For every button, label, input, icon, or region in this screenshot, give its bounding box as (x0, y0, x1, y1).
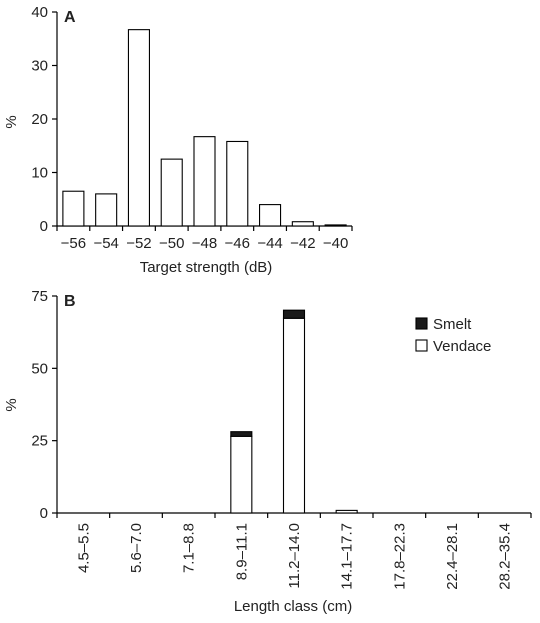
panel-a-x-tick-label: −56 (61, 235, 86, 252)
panel-b-y-tick-label: 0 (40, 505, 48, 522)
panel-a-x-tick-label: −50 (159, 235, 184, 252)
panel-b-x-tick-label: 11.2–14.0 (286, 523, 303, 589)
panel-b-bars (230, 309, 358, 514)
panel-a-x-ticks: −56 −54 −52 −50 −48 −46 −44 −42 −40 (56, 226, 353, 252)
panel-a-x-tick-label: −42 (290, 235, 315, 252)
panel-a-bar (259, 204, 282, 227)
panel-b-letter: B (64, 293, 76, 310)
panel-a-y-tick-label: 40 (31, 4, 48, 21)
panel-b-x-title: Length class (cm) (234, 598, 352, 615)
panel-b-y-tick-label: 75 (31, 288, 48, 305)
panel-a-x-tick-label: −48 (192, 235, 217, 252)
panel-a-bar (324, 224, 347, 227)
panel-b-x-tick-label: 17.8–22.3 (391, 523, 408, 590)
panel-a-x-title: Target strength (dB) (140, 259, 273, 276)
panel-a-x-tick-label: −44 (257, 235, 282, 252)
panel-b-legend: Smelt Vendace (415, 316, 491, 355)
panel-b-bar-vendace (335, 509, 358, 514)
panel-b-x-tick-label: 5.6–7.0 (128, 523, 145, 573)
legend-swatch-smelt (415, 317, 428, 330)
panel-b-x-tick-label: 14.1–17.7 (339, 523, 356, 590)
panel-b-y-tick-label: 50 (31, 360, 48, 377)
panel-a-bar (291, 221, 314, 227)
panel-a-bar (160, 158, 183, 227)
panel-a-bar (95, 193, 118, 227)
panel-a-x-tick-label: −46 (225, 235, 250, 252)
legend-label-smelt: Smelt (433, 316, 472, 333)
panel-a-y-tick-label: 0 (40, 218, 48, 235)
panel-b-bar-smelt (230, 431, 253, 437)
panel-a-letter: A (64, 9, 76, 26)
panel-b-x-tick-label: 28.2–35.4 (497, 523, 514, 590)
panel-a-bars (62, 29, 347, 227)
panel-a-bar (127, 29, 150, 227)
panel-a-bar (62, 190, 85, 227)
panel-a-x-tick-label: −52 (126, 235, 151, 252)
panel-a-y-title: % (3, 115, 20, 128)
panel-a-x-tick-label: −40 (323, 235, 348, 252)
panel-b-x-tick-label: 22.4–28.1 (444, 523, 461, 590)
panel-a-bar (193, 136, 216, 227)
panel-b-y-tick-label: 25 (31, 433, 48, 450)
panel-a-bar (226, 140, 249, 227)
panel-b-x-ticks: 4.5–5.5 5.6–7.0 7.1–8.8 8.9–11.1 11.2–14.0 14… (56, 513, 532, 590)
panel-a-y-ticks: 0 10 20 30 40 (31, 4, 57, 235)
panel-a-y-tick-label: 20 (31, 111, 48, 128)
panel-a-x-tick-label: −54 (93, 235, 118, 252)
panel-b-x-tick-label: 7.1–8.8 (181, 523, 198, 573)
panel-b-chart: B % Length class (cm) 0 25 50 75 4.5–5.5 5.6… (3, 288, 532, 615)
panel-a-y-tick-label: 30 (31, 58, 48, 75)
panel-b-bar-vendace (282, 317, 306, 514)
panel-b-bar-smelt (282, 309, 306, 319)
panel-a-y-tick-label: 10 (31, 165, 48, 182)
panel-b-x-tick-label: 8.9–11.1 (233, 523, 250, 580)
legend-swatch-vendace (415, 339, 428, 352)
panel-b-bar-vendace (230, 435, 253, 514)
panel-b-y-ticks: 0 25 50 75 (31, 288, 57, 522)
panel-b-x-tick-label: 4.5–5.5 (75, 523, 92, 573)
legend-label-vendace: Vendace (433, 338, 491, 355)
panel-b-y-title: % (3, 398, 20, 411)
